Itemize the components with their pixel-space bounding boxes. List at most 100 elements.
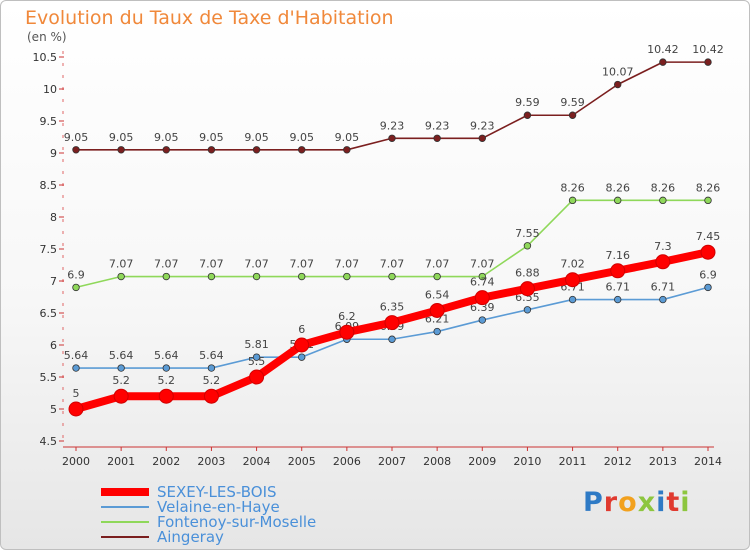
data-point (207, 364, 216, 372)
x-tick-label: 2000 (62, 455, 90, 468)
data-point (72, 283, 80, 292)
y-tick-label: 10.5 (33, 51, 58, 64)
data-point (252, 146, 261, 154)
data-label: 7.07 (109, 258, 134, 271)
data-label: 5.2 (112, 374, 130, 387)
data-label: 6.54 (425, 288, 450, 301)
data-point (474, 290, 490, 306)
legend-swatch (101, 521, 149, 523)
logo-letter: P (583, 487, 604, 518)
chart-subtitle: (en %) (27, 30, 67, 44)
data-label: 6.2 (338, 310, 356, 323)
data-point (298, 146, 306, 154)
data-point (72, 364, 80, 372)
data-point (565, 272, 581, 288)
data-label: 6.9 (699, 268, 717, 281)
data-label: 6.71 (651, 281, 676, 294)
data-point (523, 242, 532, 250)
data-label: 9.05 (154, 131, 179, 144)
y-tick-label: 8 (50, 211, 57, 224)
data-point (655, 254, 671, 270)
data-point (249, 369, 265, 385)
data-label: 5.64 (109, 349, 134, 362)
data-point (298, 272, 306, 281)
y-tick-label: 8.5 (40, 179, 58, 192)
data-label: 5.2 (158, 374, 176, 387)
logo-letter: x (637, 487, 657, 518)
data-point (343, 272, 351, 281)
data-point (704, 283, 712, 292)
x-tick-label: 2009 (468, 455, 496, 468)
data-label: 5.81 (244, 338, 269, 351)
legend-swatch (101, 536, 149, 538)
data-label: 7.02 (560, 258, 585, 271)
x-tick-label: 2008 (423, 455, 451, 468)
data-label: 9.05 (64, 131, 89, 144)
legend-label: Velaine-en-Haye (157, 498, 280, 516)
data-point (433, 327, 441, 336)
data-label: 10.42 (647, 43, 679, 56)
data-label: 7.3 (654, 240, 672, 253)
legend-label: Fontenoy-sur-Moselle (157, 513, 317, 531)
x-tick-label: 2011 (559, 455, 587, 468)
logo-letter: i (680, 487, 691, 518)
data-label: 5.64 (154, 349, 179, 362)
data-label: 7.07 (244, 258, 269, 271)
y-tick-label: 4.5 (40, 435, 58, 448)
proxiti-logo: Proxiti (583, 487, 691, 518)
data-label: 9.05 (244, 131, 269, 144)
data-point (610, 263, 626, 279)
y-tick-label: 9.5 (40, 115, 58, 128)
data-label: 6.9 (67, 268, 85, 281)
data-point (568, 295, 577, 304)
data-point (207, 146, 216, 154)
data-label: 7.55 (515, 227, 540, 240)
legend-swatch (101, 506, 149, 508)
x-tick-label: 2003 (197, 455, 225, 468)
data-label: 9.23 (425, 119, 450, 132)
data-point (659, 196, 667, 205)
data-point (294, 337, 310, 353)
data-point (478, 316, 486, 324)
data-label: 5.2 (203, 374, 221, 387)
data-label: 8.26 (560, 181, 585, 194)
x-tick-label: 2001 (107, 455, 135, 468)
data-point (384, 315, 400, 331)
data-label: 8.26 (696, 181, 721, 194)
data-label: 6.88 (515, 267, 540, 280)
data-point (252, 272, 261, 281)
x-tick-label: 2006 (333, 455, 361, 468)
data-label: 5.5 (248, 355, 266, 368)
data-point (523, 111, 532, 119)
data-point (203, 388, 219, 404)
data-point (433, 272, 441, 281)
data-point (388, 335, 396, 343)
legend-swatch (101, 488, 149, 496)
data-point (68, 401, 84, 417)
y-tick-label: 10 (43, 83, 57, 96)
data-point (343, 146, 351, 154)
data-point (614, 80, 622, 89)
y-tick-label: 5.5 (40, 371, 58, 384)
data-point (614, 295, 622, 304)
data-label: 5 (73, 387, 80, 400)
data-label: 7.07 (380, 258, 405, 271)
x-tick-label: 2014 (694, 455, 722, 468)
y-tick-label: 7.5 (40, 243, 58, 256)
y-tick-label: 6 (50, 339, 57, 352)
data-label: 6.55 (515, 291, 540, 304)
data-point (568, 196, 577, 205)
data-label: 9.23 (380, 119, 405, 132)
data-point (478, 134, 486, 142)
data-point (429, 302, 445, 318)
data-point (158, 388, 174, 404)
data-label: 6.74 (470, 276, 495, 289)
data-label: 5.64 (64, 349, 89, 362)
data-label: 7.07 (199, 258, 224, 271)
logo-letter: o (618, 487, 638, 518)
data-label: 10.07 (602, 66, 634, 79)
data-label: 7.45 (696, 230, 721, 243)
y-tick-label: 9 (50, 147, 57, 160)
